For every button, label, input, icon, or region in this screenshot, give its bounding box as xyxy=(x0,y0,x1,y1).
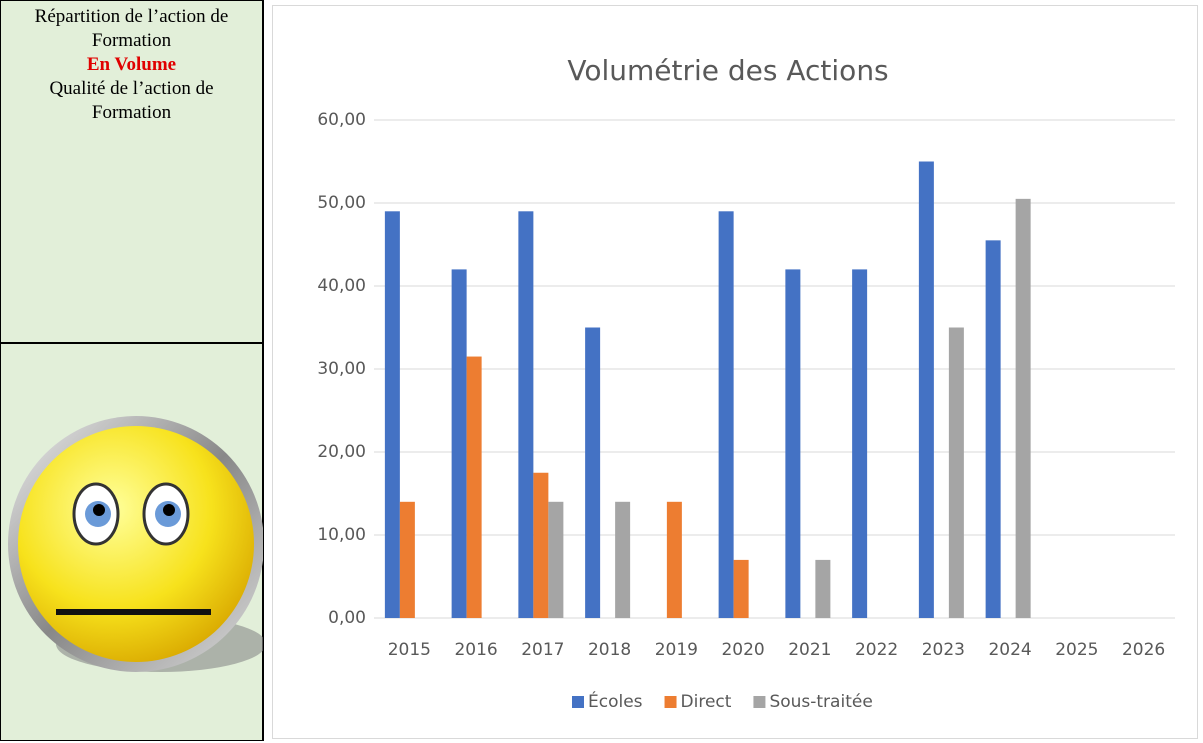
x-tick-label: 2018 xyxy=(588,640,631,660)
subheading: Qualité de l’action de Formation xyxy=(49,78,214,123)
bar xyxy=(666,501,682,618)
legend-label: Direct xyxy=(681,692,732,712)
smiley xyxy=(8,416,266,672)
x-tick-label: 2017 xyxy=(521,640,564,660)
bar xyxy=(533,472,549,618)
x-tick-label: 2023 xyxy=(922,640,965,660)
legend-swatch xyxy=(664,696,677,708)
left-text-cell: Répartition de l’action de Formation En … xyxy=(1,1,262,344)
x-tick-label: 2025 xyxy=(1055,640,1098,660)
legend-swatch xyxy=(572,696,584,708)
bar xyxy=(1015,198,1031,618)
legend-label: Écoles xyxy=(588,690,643,712)
bar xyxy=(815,559,831,618)
left-panel: Répartition de l’action de Formation En … xyxy=(0,0,266,741)
bar xyxy=(918,161,934,618)
legend-swatch xyxy=(753,696,766,708)
bar xyxy=(548,501,564,618)
x-tick-label: 2020 xyxy=(721,640,764,660)
y-tick-label: 0,00 xyxy=(328,608,366,628)
y-tick-label: 60,00 xyxy=(317,110,366,130)
bar xyxy=(733,559,749,618)
x-tick-label: 2016 xyxy=(454,640,497,660)
bar xyxy=(948,327,964,618)
y-tick-label: 20,00 xyxy=(317,442,366,462)
highlight: En Volume xyxy=(86,54,177,75)
x-tick-label: 2015 xyxy=(388,640,431,660)
y-tick-label: 50,00 xyxy=(317,193,366,213)
x-tick-label: 2021 xyxy=(788,640,831,660)
bar xyxy=(466,356,482,618)
bar xyxy=(451,269,467,618)
x-tick-label: 2024 xyxy=(988,640,1031,660)
bar xyxy=(384,211,400,619)
bar xyxy=(518,211,534,619)
chart: Volumétrie des Actions 0,00 10,00 20,00 30,… xyxy=(272,5,1198,739)
bar xyxy=(399,501,415,618)
bar xyxy=(852,269,868,618)
x-tick-label: 2022 xyxy=(855,640,898,660)
bar xyxy=(785,269,801,618)
chart-frame xyxy=(272,5,1198,739)
bar xyxy=(718,211,734,619)
y-tick-label: 40,00 xyxy=(317,276,366,296)
x-tick-label: 2019 xyxy=(655,640,698,660)
y-tick-label: 30,00 xyxy=(317,359,366,379)
x-tick-label: 2026 xyxy=(1122,640,1165,660)
heading: Répartition de l’action de Formation xyxy=(34,6,229,51)
bar xyxy=(615,501,631,618)
legend-label: Sous-traitée xyxy=(769,692,872,712)
bar xyxy=(585,327,601,618)
y-tick-label: 10,00 xyxy=(317,525,366,545)
bar xyxy=(985,240,1001,618)
chart-title: Volumétrie des Actions xyxy=(567,54,888,87)
